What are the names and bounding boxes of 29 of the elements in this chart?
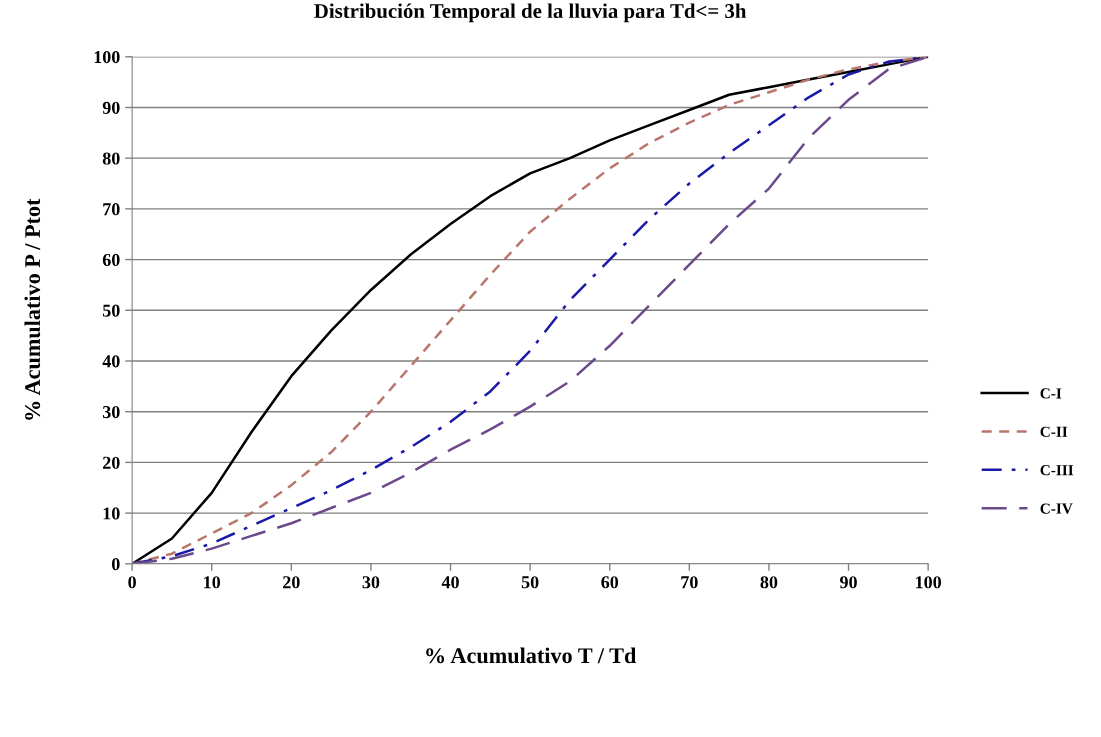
x-tick-label: 90	[840, 576, 857, 589]
y-tick-label: 100	[94, 51, 120, 64]
legend-label: C-IV	[1040, 503, 1073, 514]
x-tick-label: 70	[681, 576, 698, 589]
x-tick-label: 20	[283, 576, 300, 589]
y-tick-label: 30	[102, 405, 120, 419]
legend-label: C-II	[1040, 426, 1068, 437]
x-tick-label: 10	[204, 576, 221, 589]
y-tick-label: 40	[102, 355, 120, 368]
x-tick-label: 40	[441, 576, 459, 589]
y-tick-label: 90	[102, 101, 120, 114]
x-tick-label: 60	[601, 576, 619, 589]
y-tick-label: 50	[102, 304, 120, 317]
y-tick-label: 80	[102, 152, 120, 165]
x-axis-title: % Acumulativo T / Td	[426, 647, 637, 664]
y-tick-label: 70	[103, 203, 120, 216]
x-tick-label: 0	[128, 576, 136, 589]
y-tick-label: 0	[111, 558, 120, 571]
x-tick-label: 30	[362, 576, 380, 589]
y-axis-title: % Acumulativo P / Ptot	[24, 198, 41, 420]
legend-label: C-I	[1040, 388, 1062, 399]
y-tick-label: 60	[102, 253, 120, 267]
x-tick-label: 50	[521, 576, 539, 589]
y-tick-label: 10	[103, 507, 120, 520]
x-tick-label: 100	[916, 576, 941, 589]
legend-label: C-III	[1040, 465, 1074, 476]
chart-title: Distribución Temporal de la lluvia para Td<= 3h	[314, 3, 747, 23]
x-tick-label: 80	[760, 576, 778, 589]
y-tick-label: 20	[103, 456, 120, 469]
